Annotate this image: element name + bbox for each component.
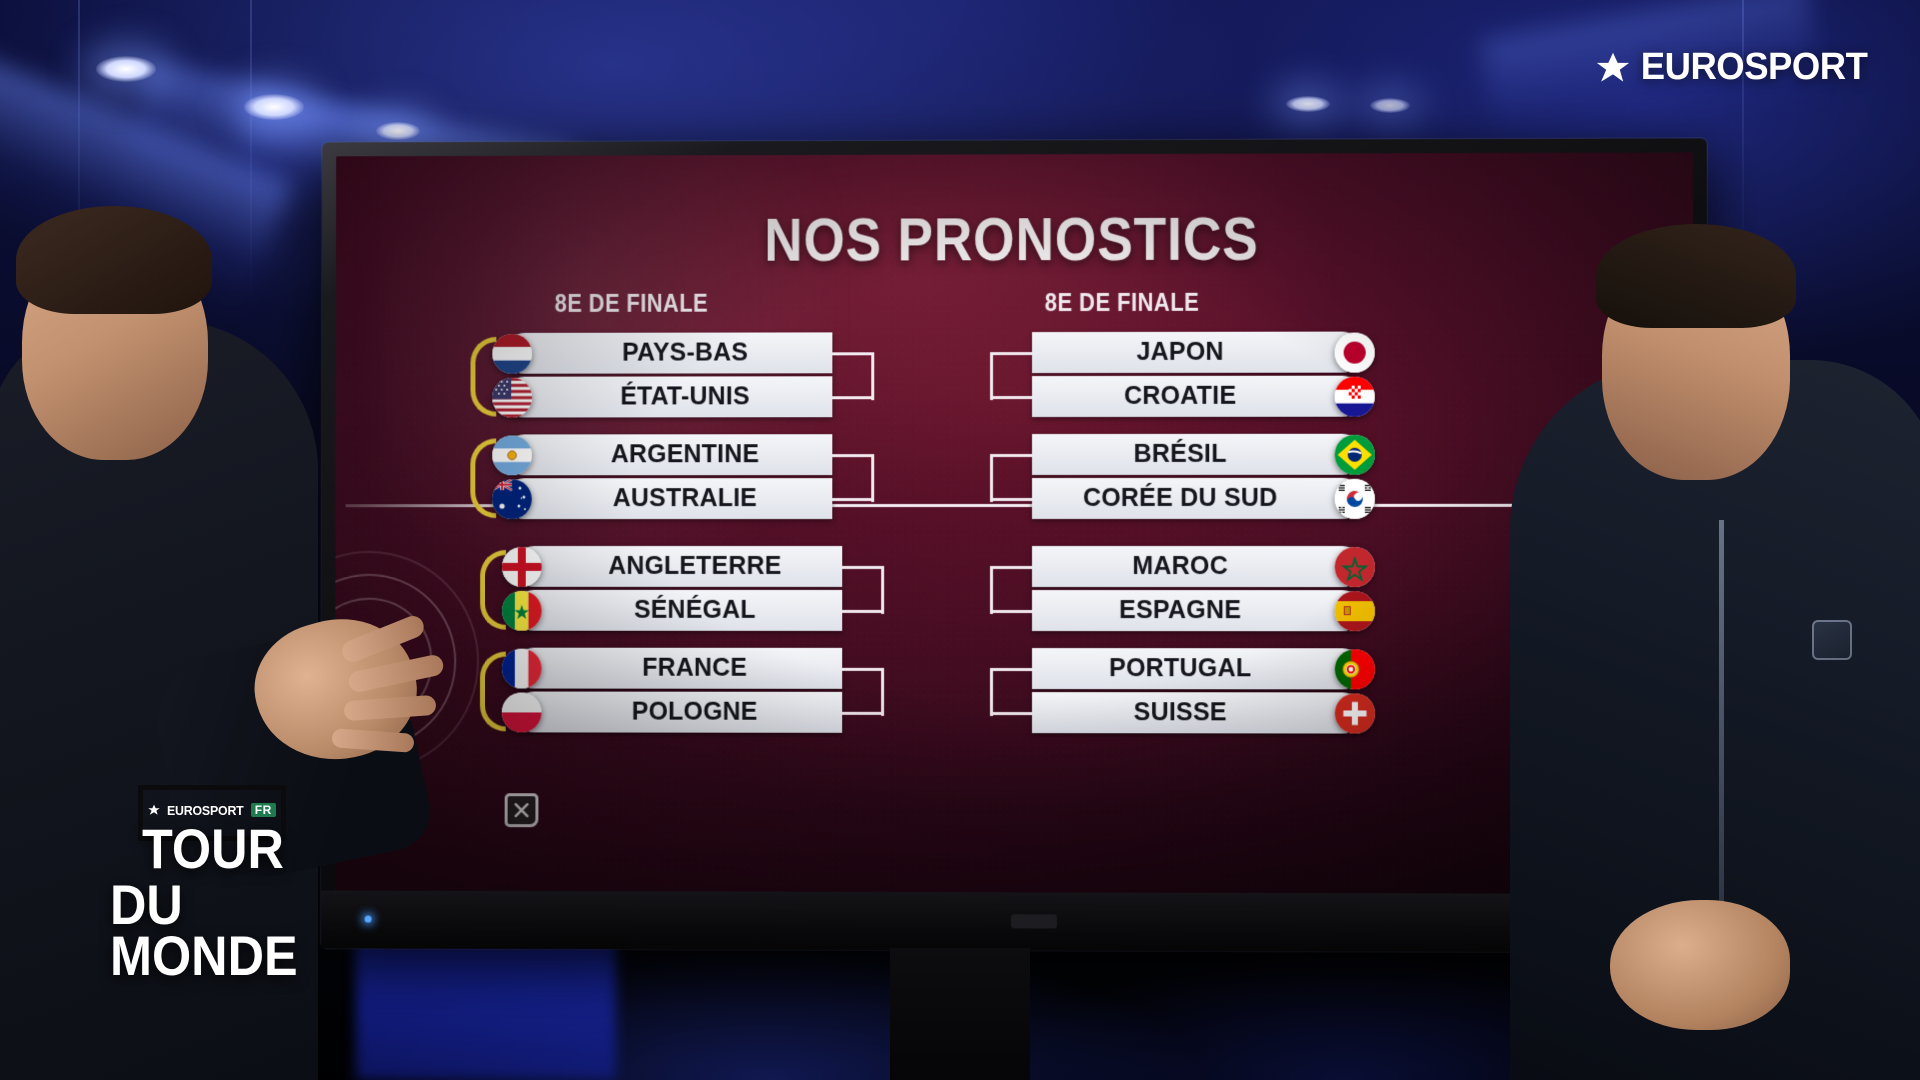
show-bug-brand: EUROSPORT	[167, 802, 244, 818]
ceiling-spotlight	[1286, 96, 1330, 112]
eurosport-wordmark: EUROSPORT	[1640, 46, 1868, 88]
show-bug-line2: DU MONDE	[110, 872, 298, 988]
jacket-badge	[1812, 620, 1852, 660]
graphic-canvas: NOS PRONOSTICS 8E DE FINALE 8E DE FINALE…	[334, 152, 1694, 895]
presenter-right	[1490, 0, 1920, 1080]
tv-stand	[890, 948, 1030, 1080]
star-icon	[1596, 52, 1629, 82]
ceiling-spotlight	[376, 122, 420, 140]
show-bug-country: FR	[250, 803, 276, 817]
show-bug-line1: TOUR	[142, 817, 284, 880]
ir-sensor	[1010, 914, 1058, 929]
presenter-right-hair	[1596, 224, 1796, 328]
wall-seam	[1742, 0, 1744, 260]
show-bug: EUROSPORT FR TOUR DU MONDE	[110, 785, 312, 988]
show-bug-ribbon: EUROSPORT FR	[141, 799, 283, 821]
ceiling-spotlight	[96, 56, 156, 82]
presenter-right-hands	[1610, 900, 1790, 1030]
ceiling-spotlight	[1370, 98, 1410, 113]
power-led-icon	[364, 915, 372, 923]
show-bug-frame	[138, 785, 286, 841]
star-icon	[148, 804, 160, 815]
presenter-left-hair	[16, 206, 212, 314]
jacket-zipper	[1719, 520, 1724, 960]
display-screen: NOS PRONOSTICS 8E DE FINALE 8E DE FINALE…	[320, 138, 1709, 953]
eurosport-logo: EUROSPORT	[1596, 46, 1872, 89]
presenter-left	[0, 0, 446, 1080]
ceiling-spotlight	[244, 94, 304, 120]
tv-panel: NOS PRONOSTICS 8E DE FINALE 8E DE FINALE…	[334, 152, 1694, 895]
